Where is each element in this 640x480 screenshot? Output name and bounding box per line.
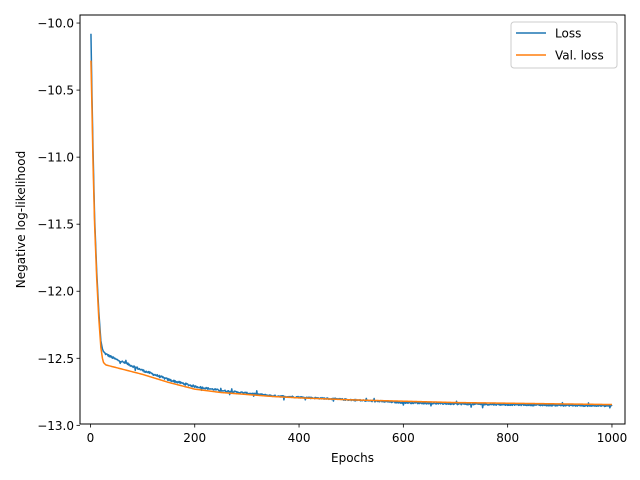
y-tick-label: −10.5 [37,84,74,98]
y-tick-label: −10.0 [37,17,74,31]
y-tick-label: −12.0 [37,285,74,299]
x-tick-label: 0 [87,431,95,445]
y-axis-label: Negative log-likelihood [14,151,28,288]
series-layer [90,33,613,409]
ticks-layer: 0 200 400 600 800 1000 −10.0 −10.5 −11.0 −11.5 −12… [37,17,627,445]
x-tick-label: 1000 [597,431,628,445]
series-line-val-loss [90,60,613,406]
x-tick-label: 400 [288,431,311,445]
x-tick-label: 800 [496,431,519,445]
legend-label-loss: Loss [555,27,581,41]
plot-frame [79,14,626,425]
legend: Loss Val. loss [510,21,618,69]
y-tick-label: −11.5 [37,218,74,232]
x-tick-label: 600 [392,431,415,445]
y-tick-label: −13.0 [37,419,74,433]
y-tick-label: −11.0 [37,151,74,165]
y-tick-label: −12.5 [37,352,74,366]
legend-label-val-loss: Val. loss [555,49,604,63]
x-axis-label: Epochs [331,451,374,465]
x-tick-label: 200 [183,431,206,445]
